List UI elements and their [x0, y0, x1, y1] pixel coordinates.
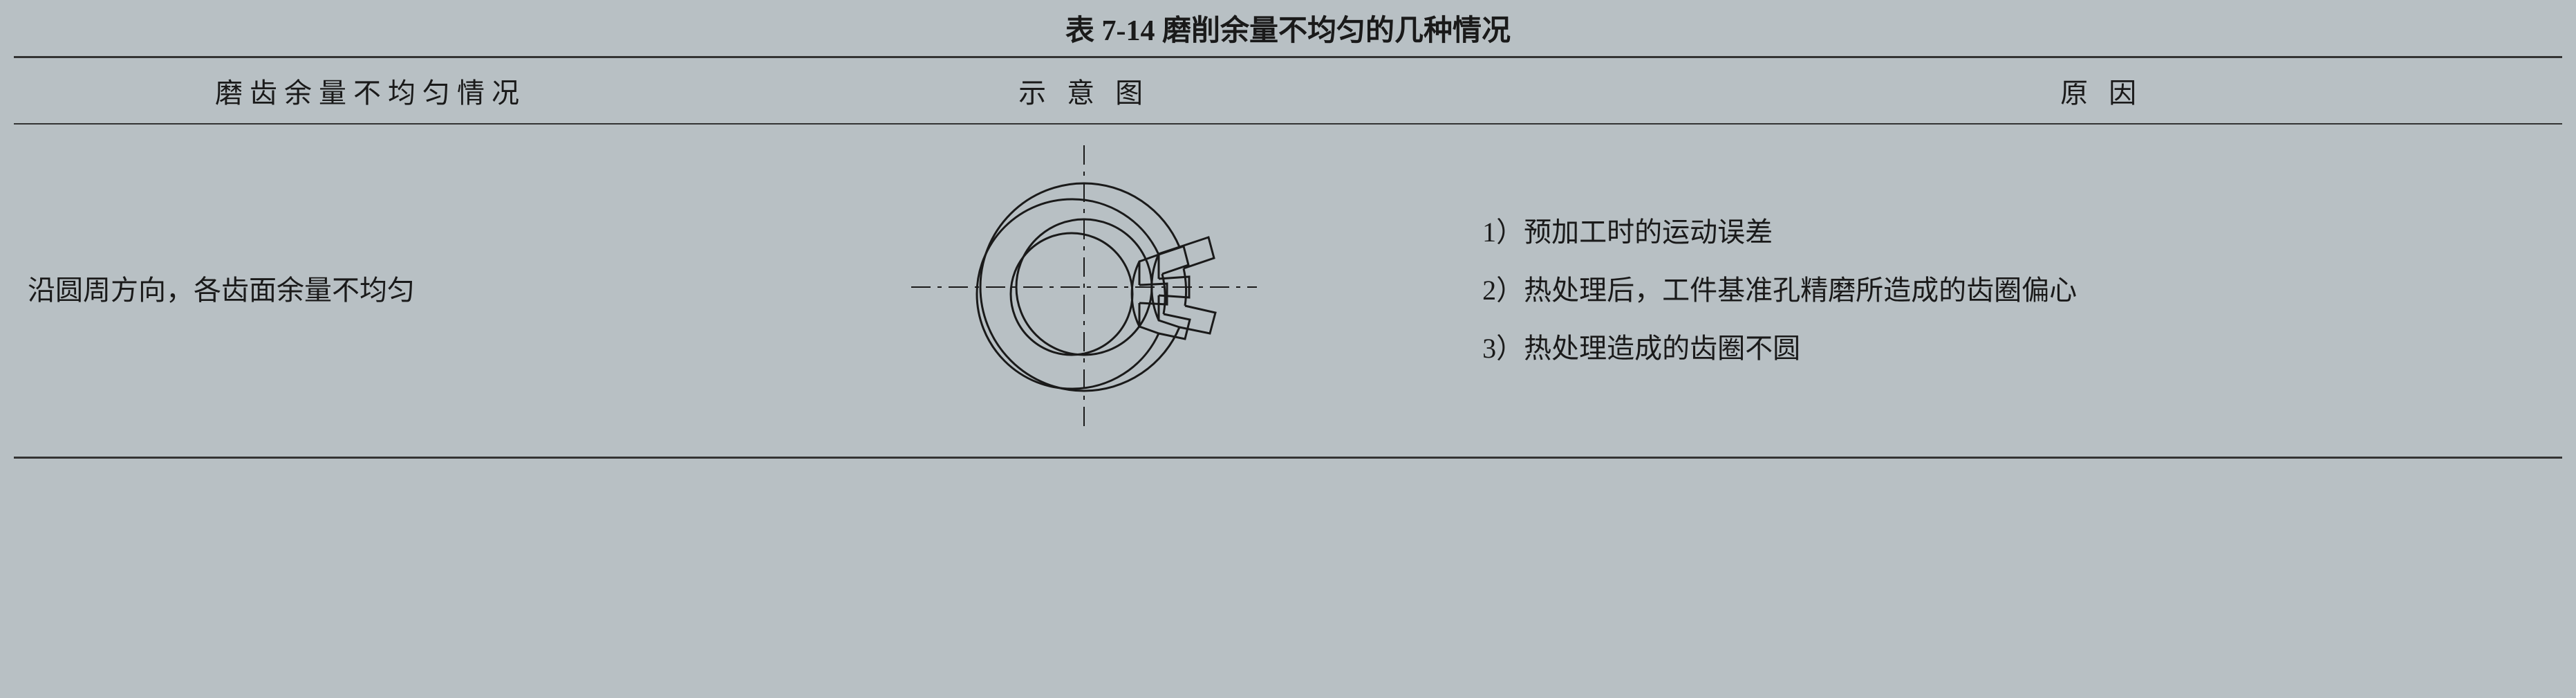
table-title: 表 7-14 磨削余量不均匀的几种情况	[14, 7, 2562, 49]
eccentric-gear-icon	[904, 138, 1264, 436]
diagram-cell	[727, 124, 1441, 458]
reason-item-1: 1）预加工时的运动误差	[1482, 205, 2548, 260]
reason-item-2: 2）热处理后，工件基准孔精磨所造成的齿圈偏心	[1482, 263, 2548, 318]
situation-cell: 沿圆周方向，各齿面余量不均匀	[14, 124, 727, 458]
reason-item-3: 3）热处理造成的齿圈不圆	[1482, 321, 2548, 376]
table-row: 沿圆周方向，各齿面余量不均匀	[14, 124, 2562, 458]
reason-cell: 1）预加工时的运动误差 2）热处理后，工件基准孔精磨所造成的齿圈偏心 3）热处理…	[1441, 124, 2562, 458]
uneven-grinding-table: 磨齿余量不均匀情况 示 意 图 原 因 沿圆周方向，各齿面余量不均匀	[14, 56, 2562, 459]
col-header-situation: 磨齿余量不均匀情况	[14, 57, 727, 125]
table-header-row: 磨齿余量不均匀情况 示 意 图 原 因	[14, 57, 2562, 125]
col-header-reason: 原 因	[1441, 57, 2562, 125]
col-header-diagram: 示 意 图	[727, 57, 1441, 125]
